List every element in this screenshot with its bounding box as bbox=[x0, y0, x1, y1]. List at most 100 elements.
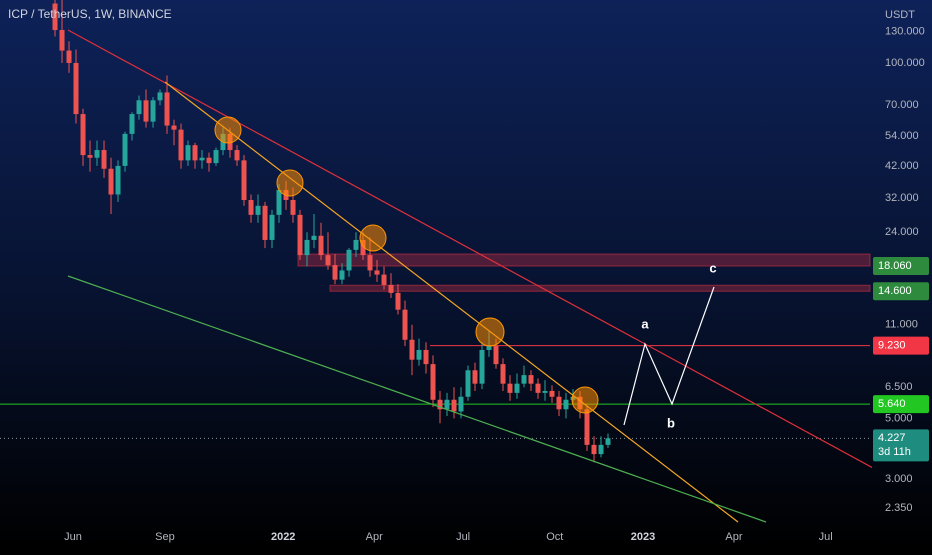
candle-body bbox=[472, 370, 478, 384]
candle-body bbox=[157, 92, 163, 101]
candle-body bbox=[486, 346, 492, 350]
y-tick-label: 3.000 bbox=[885, 473, 913, 485]
candle-body bbox=[318, 235, 324, 256]
candle-body bbox=[129, 114, 135, 134]
candle-body bbox=[584, 409, 590, 445]
candle-body bbox=[458, 396, 464, 412]
candle-body bbox=[304, 239, 310, 256]
y-tick-label: 11.000 bbox=[885, 319, 918, 331]
candle-body bbox=[276, 189, 282, 215]
level-price-label: 9.230 bbox=[878, 340, 906, 352]
level-price-label: 14.600 bbox=[878, 285, 912, 297]
level-price-label: 5.640 bbox=[878, 398, 906, 410]
candle-body bbox=[311, 235, 317, 240]
candle-body bbox=[591, 444, 597, 455]
touch-circle bbox=[475, 317, 505, 347]
candle-body bbox=[395, 292, 401, 310]
level-zone bbox=[329, 284, 871, 292]
countdown-label: 3d 11h bbox=[878, 446, 911, 458]
abc-projection bbox=[623, 286, 715, 426]
candle-body bbox=[381, 274, 387, 285]
candle-body bbox=[164, 92, 170, 126]
x-tick-label: 2023 bbox=[631, 531, 655, 543]
candle-body bbox=[535, 383, 541, 393]
x-tick-label: 2022 bbox=[271, 531, 295, 543]
level-zone bbox=[297, 253, 871, 267]
candle-body bbox=[248, 200, 254, 215]
candle-body bbox=[528, 375, 534, 384]
candle-body bbox=[185, 145, 191, 161]
candle-body bbox=[500, 364, 506, 384]
candle-body bbox=[101, 150, 107, 169]
candle-body bbox=[367, 255, 373, 271]
candle-body bbox=[514, 383, 520, 393]
chart-title: ICP / TetherUS, 1W, BINANCE bbox=[8, 7, 172, 21]
candle-body bbox=[549, 390, 555, 397]
current-price-label: 4.227 bbox=[878, 432, 906, 444]
candle-body bbox=[199, 157, 205, 161]
candle-body bbox=[290, 200, 296, 215]
candle-body bbox=[521, 375, 527, 384]
candle-body bbox=[388, 284, 394, 293]
candle-body bbox=[108, 168, 114, 195]
touch-circle bbox=[276, 169, 304, 197]
candle-body bbox=[269, 214, 275, 240]
candle-body bbox=[325, 255, 331, 266]
level-price-box bbox=[873, 395, 929, 414]
candle-body bbox=[444, 399, 450, 410]
candle-body bbox=[241, 160, 247, 201]
candle-body bbox=[598, 444, 604, 455]
price-axis: 130.000 100.000 70.000 54.000 42.000 32.000 24… bbox=[64, 26, 929, 543]
candle-body bbox=[360, 239, 366, 256]
candle-body bbox=[80, 114, 86, 156]
y-tick-label: 54.000 bbox=[885, 130, 919, 142]
candle-body bbox=[430, 364, 436, 400]
x-tick-label: Jul bbox=[456, 531, 470, 543]
candle-body bbox=[493, 346, 499, 365]
resistance-trendline bbox=[67, 29, 872, 469]
candle-body bbox=[192, 145, 198, 161]
y-tick-label: 2.350 bbox=[885, 502, 913, 514]
candle-body bbox=[605, 438, 611, 445]
y-tick-label: 42.000 bbox=[885, 160, 919, 172]
wave-label: c bbox=[709, 260, 716, 275]
candle-body bbox=[171, 125, 177, 130]
y-tick-label: 5.000 bbox=[885, 412, 913, 424]
candle-body bbox=[234, 150, 240, 161]
y-tick-label: 130.000 bbox=[885, 26, 925, 38]
candle-body bbox=[255, 205, 261, 215]
inner-trendline bbox=[164, 81, 739, 523]
x-tick-label: Jun bbox=[64, 531, 82, 543]
touch-circle bbox=[214, 116, 242, 144]
candle-body bbox=[332, 265, 338, 280]
candle-body bbox=[262, 205, 268, 240]
touch-circle bbox=[571, 386, 599, 414]
y-tick-label: 100.000 bbox=[885, 57, 925, 69]
candle-body bbox=[507, 383, 513, 393]
candle-body bbox=[206, 157, 212, 164]
candle-body bbox=[451, 399, 457, 412]
candle-body bbox=[563, 399, 569, 410]
x-tick-label: Jul bbox=[819, 531, 833, 543]
candle-body bbox=[437, 399, 443, 410]
y-tick-label: 24.000 bbox=[885, 226, 919, 238]
x-tick-label: Oct bbox=[546, 531, 563, 543]
wave-label: a bbox=[641, 316, 649, 331]
candle-body bbox=[143, 100, 149, 122]
candle-body bbox=[465, 370, 471, 397]
touch-circles bbox=[214, 116, 599, 414]
candle-body bbox=[178, 129, 184, 161]
candle-body bbox=[423, 349, 429, 365]
candle-body bbox=[150, 100, 156, 122]
level-price-box bbox=[873, 257, 929, 276]
candle-body bbox=[115, 165, 121, 195]
candle-body bbox=[416, 349, 422, 360]
candle-body bbox=[73, 62, 79, 115]
candle-body bbox=[297, 214, 303, 256]
drawings bbox=[67, 29, 872, 523]
candle-body bbox=[87, 155, 93, 158]
wave-label: b bbox=[667, 415, 675, 430]
candle-body bbox=[122, 133, 128, 166]
